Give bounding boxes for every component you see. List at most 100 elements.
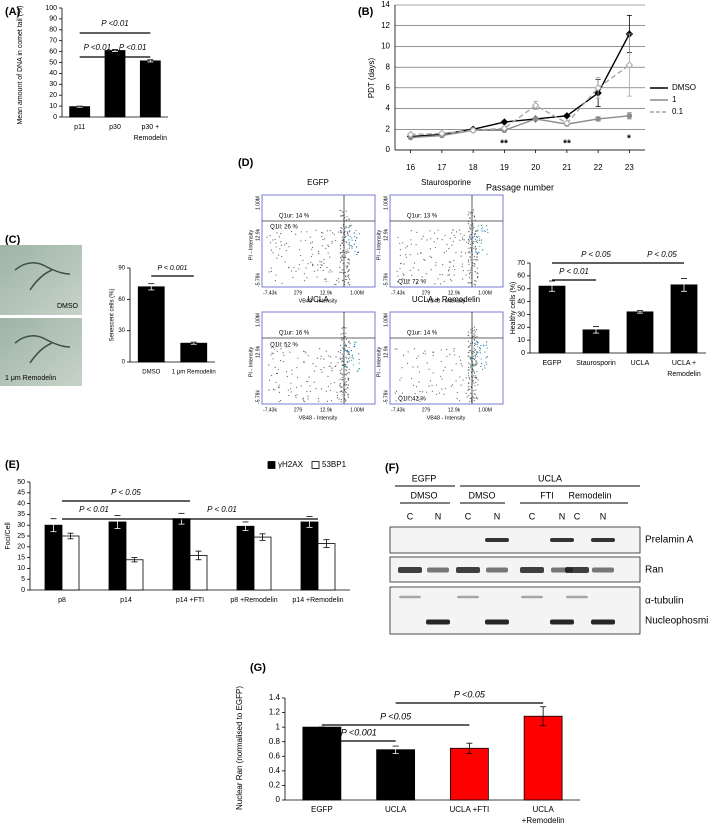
event-dot [272,358,274,360]
bar [670,284,698,354]
event-dot [484,351,486,353]
event-dot [324,278,326,281]
event-dot [344,364,346,366]
event-dot [325,280,327,283]
event-dot [472,335,474,337]
event-dot [338,398,340,400]
event-dot [304,239,307,241]
event-dot [467,259,470,261]
event-dot [472,223,474,225]
fraction-label: N [559,511,566,521]
event-dot [283,360,285,363]
event-dot [449,261,452,263]
event-dot [344,366,346,368]
event-dot [347,387,349,389]
point [625,61,634,69]
event-dot [336,397,339,399]
event-dot [331,271,333,273]
x-tick-label: Remodelin [134,135,168,142]
event-dot [473,390,475,392]
event-dot [455,231,458,233]
y-tick-label: 30 [49,81,57,88]
event-dot [474,393,476,396]
event-dot [410,239,412,241]
event-dot [416,357,418,359]
event-dot [298,263,300,266]
fraction-label: N [435,511,442,521]
y-tick-label: -5.78k [383,273,389,287]
event-dot [344,230,346,232]
event-dot [296,386,298,389]
event-dot [469,363,471,365]
event-dot [300,231,302,233]
event-dot [334,283,336,285]
point [563,119,571,127]
event-dot [341,394,343,396]
y-tick-label: 30 [118,328,125,334]
protein-label: Ran [645,565,663,576]
event-dot [350,245,352,247]
x-axis-label: VB48 - Intensity [299,298,338,304]
event-dot [428,368,430,371]
point [563,112,571,120]
event-dot [348,227,350,229]
bar [626,311,654,354]
event-dot [345,252,347,254]
y-tick-label: 12.9k [383,345,389,358]
event-dot [470,211,472,213]
event-dot [470,282,472,284]
event-dot [473,335,475,338]
event-dot [399,395,401,397]
event-dot [326,266,328,269]
event-dot [340,401,342,403]
event-dot [456,398,458,400]
event-dot [340,257,342,259]
event-dot [345,356,347,358]
event-dot [449,279,452,281]
event-dot [340,215,342,217]
event-dot [280,400,282,402]
event-dot [329,256,331,258]
event-dot [450,385,452,387]
event-dot [476,251,478,253]
group-label: EGFP [412,473,437,483]
event-dot [348,378,350,380]
event-dot [348,239,350,241]
event-dot [468,395,470,397]
x-tick-label: -7.43k [391,290,405,296]
event-dot [449,266,451,268]
y-axis-label: PI - Intensity [376,346,382,377]
event-dot [417,399,419,401]
y-tick-label: 70 [49,38,57,45]
x-tick-label: 19 [500,163,509,172]
event-dot [349,356,351,358]
event-dot [447,274,449,276]
event-dot [347,384,350,386]
event-dot [470,357,472,359]
event-dot [347,271,349,273]
x-tick-label: 17 [437,163,446,172]
event-dot [476,256,478,258]
point [500,124,509,132]
event-dot [408,279,411,281]
event-dot [342,211,344,213]
event-dot [300,385,302,387]
y-tick-label: 40 [49,70,57,77]
event-dot [410,377,413,379]
event-dot [340,349,342,352]
significance-label: P < 0.01 [559,267,589,276]
event-dot [341,376,343,379]
event-dot [344,272,346,274]
event-dot [348,243,350,245]
event-dot [345,241,347,243]
event-dot [454,268,456,271]
event-dot [349,343,351,345]
bar [180,342,208,363]
event-dot [476,361,478,363]
event-dot [410,243,412,245]
event-dot [480,228,482,230]
event-dot [477,259,479,261]
event-dot [399,242,401,245]
event-dot [470,385,472,387]
error-bar [540,706,547,727]
